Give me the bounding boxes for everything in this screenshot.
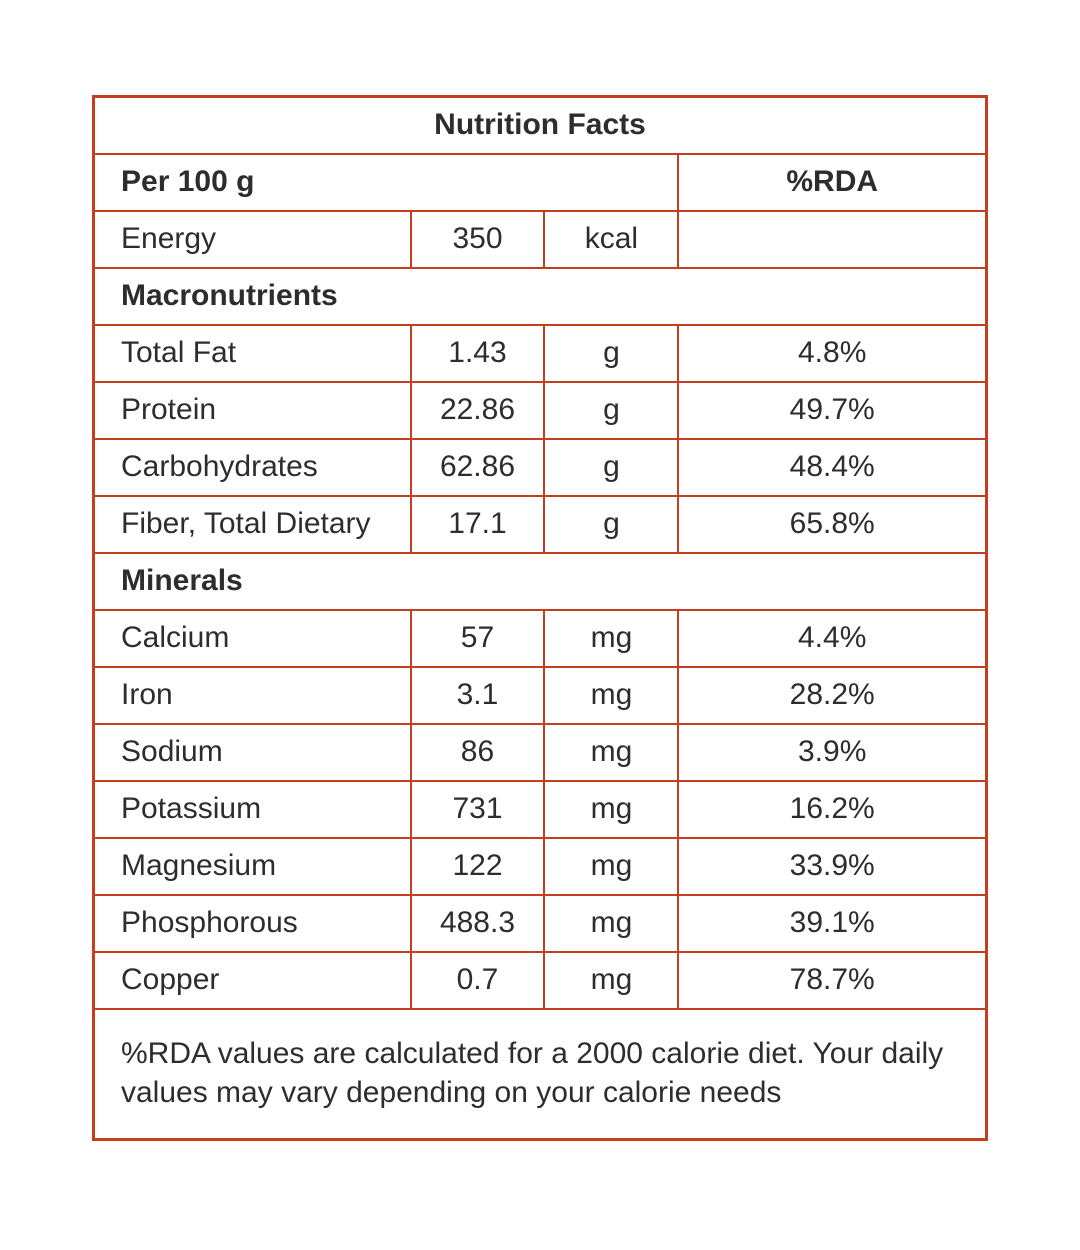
nutrient-rda [677,209,988,269]
nutrient-unit: g [543,323,680,383]
nutrient-unit: mg [543,722,680,782]
section-header-row: Macronutrients [92,266,988,326]
nutrient-value: 731 [409,779,546,839]
nutrient-rda: 48.4% [677,437,988,497]
footnote-row: %RDA values are calculated for a 2000 ca… [92,1007,988,1140]
nutrient-rda: 65.8% [677,494,988,554]
nutrient-value: 0.7 [409,950,546,1010]
nutrient-label: Potassium [92,779,412,839]
nutrient-value: 17.1 [409,494,546,554]
nutrient-label: Magnesium [92,836,412,896]
nutrient-label: Iron [92,665,412,725]
nutrient-value: 57 [409,608,546,668]
nutrient-unit: mg [543,893,680,953]
nutrient-value: 350 [409,209,546,269]
table-row: Sodium 86 mg 3.9% [92,722,988,782]
nutrient-rda: 49.7% [677,380,988,440]
nutrient-unit: kcal [543,209,680,269]
title-row: Nutrition Facts [92,95,988,155]
nutrient-label: Calcium [92,608,412,668]
nutrient-label: Protein [92,380,412,440]
nutrient-label: Carbohydrates [92,437,412,497]
nutrient-rda: 33.9% [677,836,988,896]
table-row: Carbohydrates 62.86 g 48.4% [92,437,988,497]
energy-row: Energy 350 kcal [92,209,988,269]
nutrient-rda: 4.8% [677,323,988,383]
nutrient-rda: 16.2% [677,779,988,839]
nutrient-value: 86 [409,722,546,782]
table-row: Potassium 731 mg 16.2% [92,779,988,839]
table-row: Phosphorous 488.3 mg 39.1% [92,893,988,953]
nutrient-unit: mg [543,779,680,839]
nutrient-label: Copper [92,950,412,1010]
nutrient-rda: 39.1% [677,893,988,953]
table-row: Copper 0.7 mg 78.7% [92,950,988,1010]
nutrient-value: 22.86 [409,380,546,440]
nutrient-unit: mg [543,665,680,725]
table-title: Nutrition Facts [92,95,988,155]
nutrient-rda: 28.2% [677,665,988,725]
nutrient-value: 1.43 [409,323,546,383]
nutrient-unit: g [543,437,680,497]
nutrient-value: 3.1 [409,665,546,725]
nutrient-unit: mg [543,836,680,896]
nutrient-unit: mg [543,950,680,1010]
nutrient-label: Total Fat [92,323,412,383]
table-row: Iron 3.1 mg 28.2% [92,665,988,725]
rda-footnote: %RDA values are calculated for a 2000 ca… [92,1007,988,1140]
nutrient-rda: 3.9% [677,722,988,782]
table-row: Magnesium 122 mg 33.9% [92,836,988,896]
nutrient-value: 62.86 [409,437,546,497]
nutrient-unit: mg [543,608,680,668]
nutrient-unit: g [543,380,680,440]
serving-size-label: Per 100 g [92,152,680,212]
nutrient-rda: 78.7% [677,950,988,1010]
section-header-row: Minerals [92,551,988,611]
nutrient-unit: g [543,494,680,554]
nutrient-label: Fiber, Total Dietary [92,494,412,554]
table-row: Protein 22.86 g 49.7% [92,380,988,440]
table-row: Total Fat 1.43 g 4.8% [92,323,988,383]
section-title-minerals: Minerals [92,551,988,611]
nutrient-label: Sodium [92,722,412,782]
nutrient-label: Phosphorous [92,893,412,953]
header-row: Per 100 g %RDA [92,152,988,212]
nutrient-label: Energy [92,209,412,269]
nutrient-rda: 4.4% [677,608,988,668]
nutrient-value: 488.3 [409,893,546,953]
section-title-macronutrients: Macronutrients [92,266,988,326]
table-row: Fiber, Total Dietary 17.1 g 65.8% [92,494,988,554]
table-row: Calcium 57 mg 4.4% [92,608,988,668]
nutrition-facts-table: Nutrition Facts Per 100 g %RDA Energy 35… [92,95,988,1141]
rda-column-header: %RDA [677,152,988,212]
nutrient-value: 122 [409,836,546,896]
